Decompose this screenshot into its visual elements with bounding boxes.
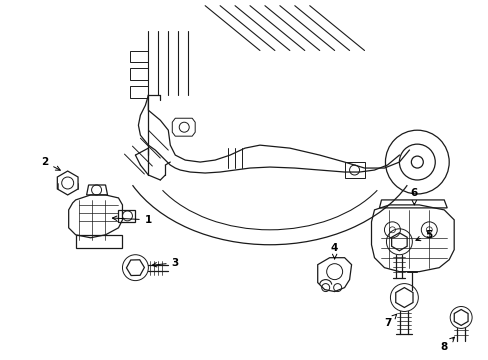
Text: 1: 1	[112, 215, 152, 225]
Text: 5: 5	[415, 230, 432, 240]
Text: 2: 2	[41, 157, 60, 170]
Text: 7: 7	[383, 314, 396, 328]
Text: 6: 6	[410, 188, 417, 205]
Text: 4: 4	[330, 243, 338, 259]
Text: 3: 3	[152, 258, 179, 268]
Text: 8: 8	[440, 337, 453, 352]
